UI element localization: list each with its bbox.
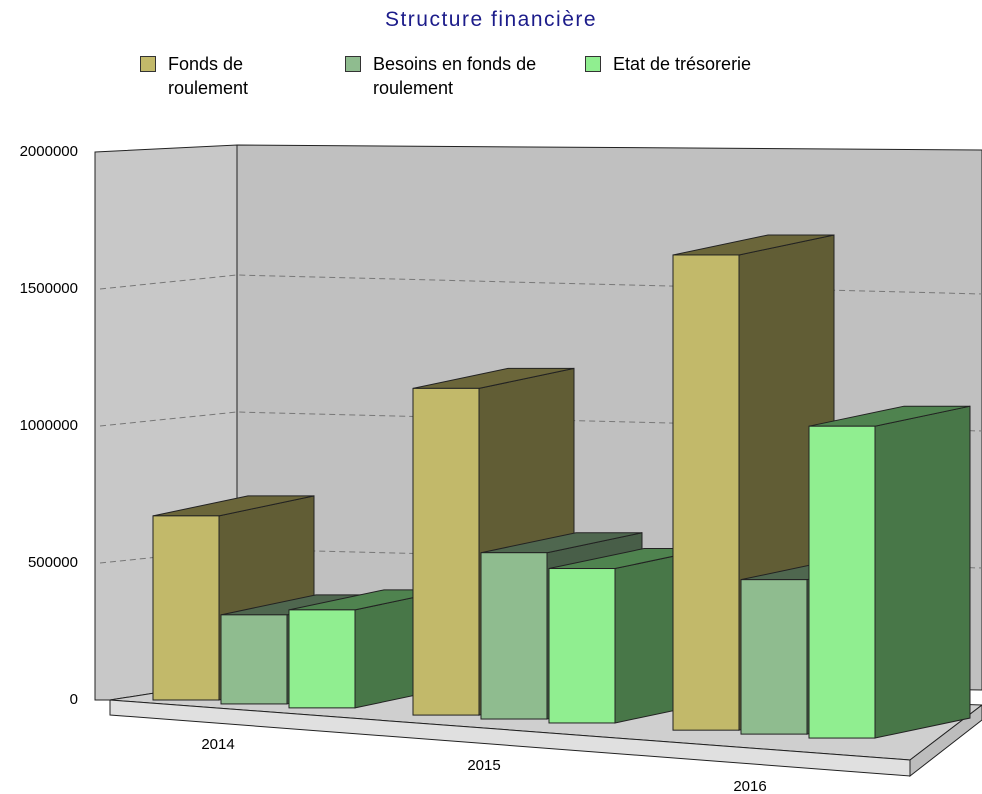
bar: [152, 515, 220, 701]
bar: [740, 579, 808, 735]
y-tick-label: 0: [70, 691, 78, 708]
x-tick-label: 2014: [201, 736, 234, 753]
legend-label: Fonds de roulement: [168, 54, 249, 98]
bar: [808, 425, 876, 739]
legend-swatch: [585, 56, 601, 72]
floor-side: [909, 704, 982, 778]
legend-item: Besoins en fonds de roulement: [345, 52, 585, 100]
bar: [672, 254, 740, 731]
bar: [288, 609, 356, 709]
legend: Fonds de roulement Besoins en fonds de ro…: [140, 52, 790, 100]
bar: [412, 387, 480, 716]
legend-label: Etat de trésorerie: [613, 54, 752, 74]
x-tick-label: 2015: [467, 757, 500, 774]
legend-swatch: [140, 56, 156, 72]
legend-item: Fonds de roulement: [140, 52, 345, 100]
chart-title: Structure financière: [384, 8, 598, 31]
bar-side: [874, 405, 971, 739]
legend-item: Etat de trésorerie: [585, 52, 790, 100]
y-tick-label: 2000000: [20, 143, 78, 160]
x-tick-label: 2016: [733, 778, 766, 794]
bar: [548, 568, 616, 724]
y-tick-label: 1500000: [20, 280, 78, 297]
y-tick-label: 1000000: [20, 417, 78, 434]
y-tick-label: 500000: [28, 554, 78, 571]
bar: [220, 614, 288, 705]
legend-label: Besoins en fonds de roulement: [373, 54, 537, 98]
bar: [480, 552, 548, 720]
legend-swatch: [345, 56, 361, 72]
